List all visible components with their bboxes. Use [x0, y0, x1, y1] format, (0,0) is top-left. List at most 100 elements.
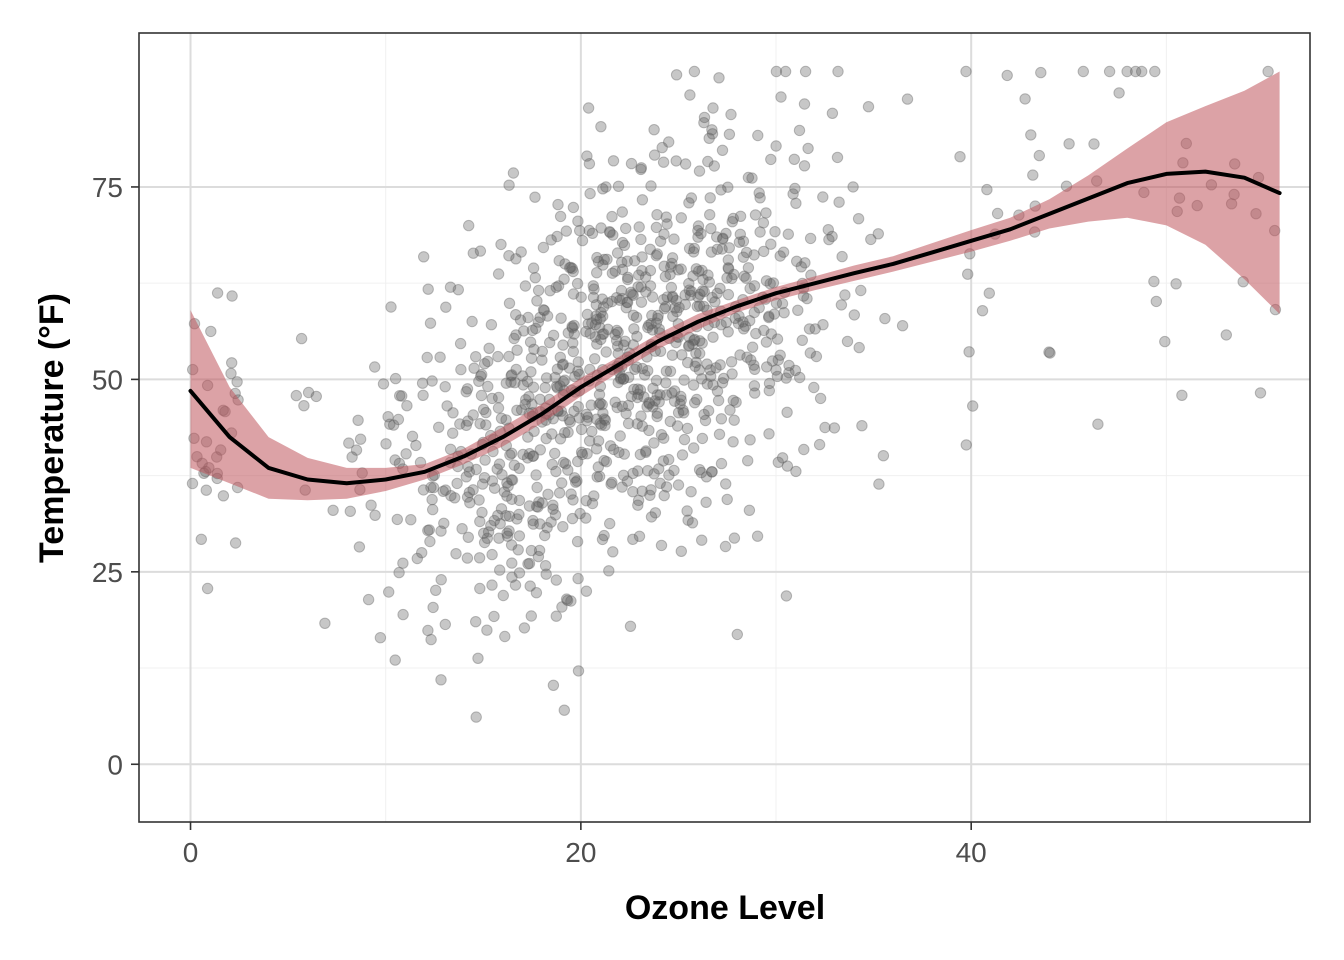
scatter-point — [480, 406, 492, 419]
scatter-point — [533, 496, 545, 508]
scatter-point — [617, 469, 630, 481]
scatter-point — [589, 331, 602, 343]
scatter-point — [764, 278, 776, 290]
scatter-point — [706, 128, 719, 140]
scatter-point — [696, 432, 709, 445]
scatter-point — [461, 552, 474, 564]
scatter-point — [629, 255, 641, 267]
scatter-point — [1044, 347, 1056, 359]
scatter-point — [612, 326, 624, 338]
scatter-point — [571, 475, 583, 487]
scatter-point — [505, 370, 517, 382]
scatter-point — [690, 263, 702, 275]
scatter-point — [556, 601, 568, 613]
scatter-point — [727, 394, 739, 407]
scatter-point — [711, 243, 723, 256]
scatter-point — [392, 413, 405, 426]
scatter-point — [550, 610, 562, 622]
scatter-point — [536, 497, 548, 509]
scatter-point — [641, 401, 653, 413]
scatter-point — [488, 514, 500, 527]
scatter-point — [1063, 138, 1075, 150]
scatter-point — [960, 439, 972, 451]
scatter-point — [595, 222, 607, 234]
scatter-point — [796, 334, 808, 346]
scatter-point — [709, 296, 721, 308]
scatter-point — [528, 343, 540, 355]
scatter-point — [777, 246, 790, 258]
scatter-point — [491, 463, 503, 475]
scatter-point — [201, 582, 214, 595]
scatter-point — [656, 141, 668, 154]
scatter-point — [587, 291, 600, 304]
scatter-point — [454, 418, 466, 430]
scatter-point — [477, 403, 490, 416]
scatter-point — [1077, 65, 1090, 78]
confidence-ribbon — [190, 71, 1280, 501]
scatter-point — [512, 544, 524, 556]
scatter-point — [696, 337, 708, 349]
scatter-point — [707, 379, 719, 391]
scatter-point — [575, 423, 588, 436]
scatter-point — [720, 478, 732, 490]
scatter-point — [510, 363, 522, 376]
scatter-point — [769, 226, 781, 238]
scatter-point — [678, 374, 690, 386]
scatter-point — [701, 358, 713, 370]
scatter-point — [632, 388, 644, 400]
scatter-point — [661, 291, 673, 303]
scatter-point — [770, 65, 783, 78]
scatter-point — [714, 359, 726, 371]
scatter-point — [670, 294, 682, 307]
scatter-point — [780, 590, 793, 602]
scatter-point — [693, 364, 706, 376]
scatter-point — [563, 414, 575, 426]
scatter-point — [689, 397, 701, 409]
scatter-point — [629, 363, 641, 375]
scatter-point — [627, 533, 639, 545]
scatter-point — [424, 535, 436, 548]
scatter-point — [344, 505, 356, 517]
scatter-point — [668, 395, 681, 407]
scatter-point — [675, 212, 687, 224]
scatter-point — [592, 435, 605, 447]
scatter-point — [742, 455, 754, 467]
scatter-point — [601, 253, 613, 265]
scatter-point — [685, 192, 698, 204]
scatter-point — [748, 359, 760, 371]
scatter-point — [380, 438, 392, 450]
scatter-point — [587, 280, 599, 292]
scatter-point — [513, 508, 525, 521]
scatter-point — [706, 291, 718, 304]
scatter-point — [691, 300, 703, 313]
scatter-point — [793, 124, 806, 137]
scatter-point — [401, 400, 413, 412]
scatter-point — [396, 390, 408, 402]
scatter-point — [679, 158, 692, 170]
scatter-point — [551, 363, 564, 375]
scatter-point — [606, 210, 618, 223]
scatter-point — [706, 124, 718, 136]
scatter-point — [394, 390, 406, 402]
scatter-point — [545, 516, 557, 528]
scatter-point — [737, 251, 750, 263]
scatter-point — [715, 457, 728, 470]
scatter-point — [474, 418, 486, 430]
smooth-trend-line — [188, 169, 1282, 486]
scatter-point — [524, 580, 536, 592]
scatter-point — [660, 301, 672, 313]
scatter-point — [599, 414, 612, 426]
scatter-point — [522, 431, 534, 443]
scatter-point — [675, 394, 687, 406]
scatter-point — [954, 151, 966, 163]
scatter-point — [488, 610, 500, 623]
scatter-point — [534, 444, 546, 456]
scatter-point — [702, 269, 714, 281]
scatter-point — [461, 383, 474, 395]
scatter-point — [559, 458, 572, 470]
scatter-point — [435, 574, 447, 586]
scatter-point — [505, 474, 518, 486]
scatter-point — [1092, 418, 1104, 430]
scatter-point — [503, 510, 516, 522]
scatter-point — [716, 144, 729, 157]
